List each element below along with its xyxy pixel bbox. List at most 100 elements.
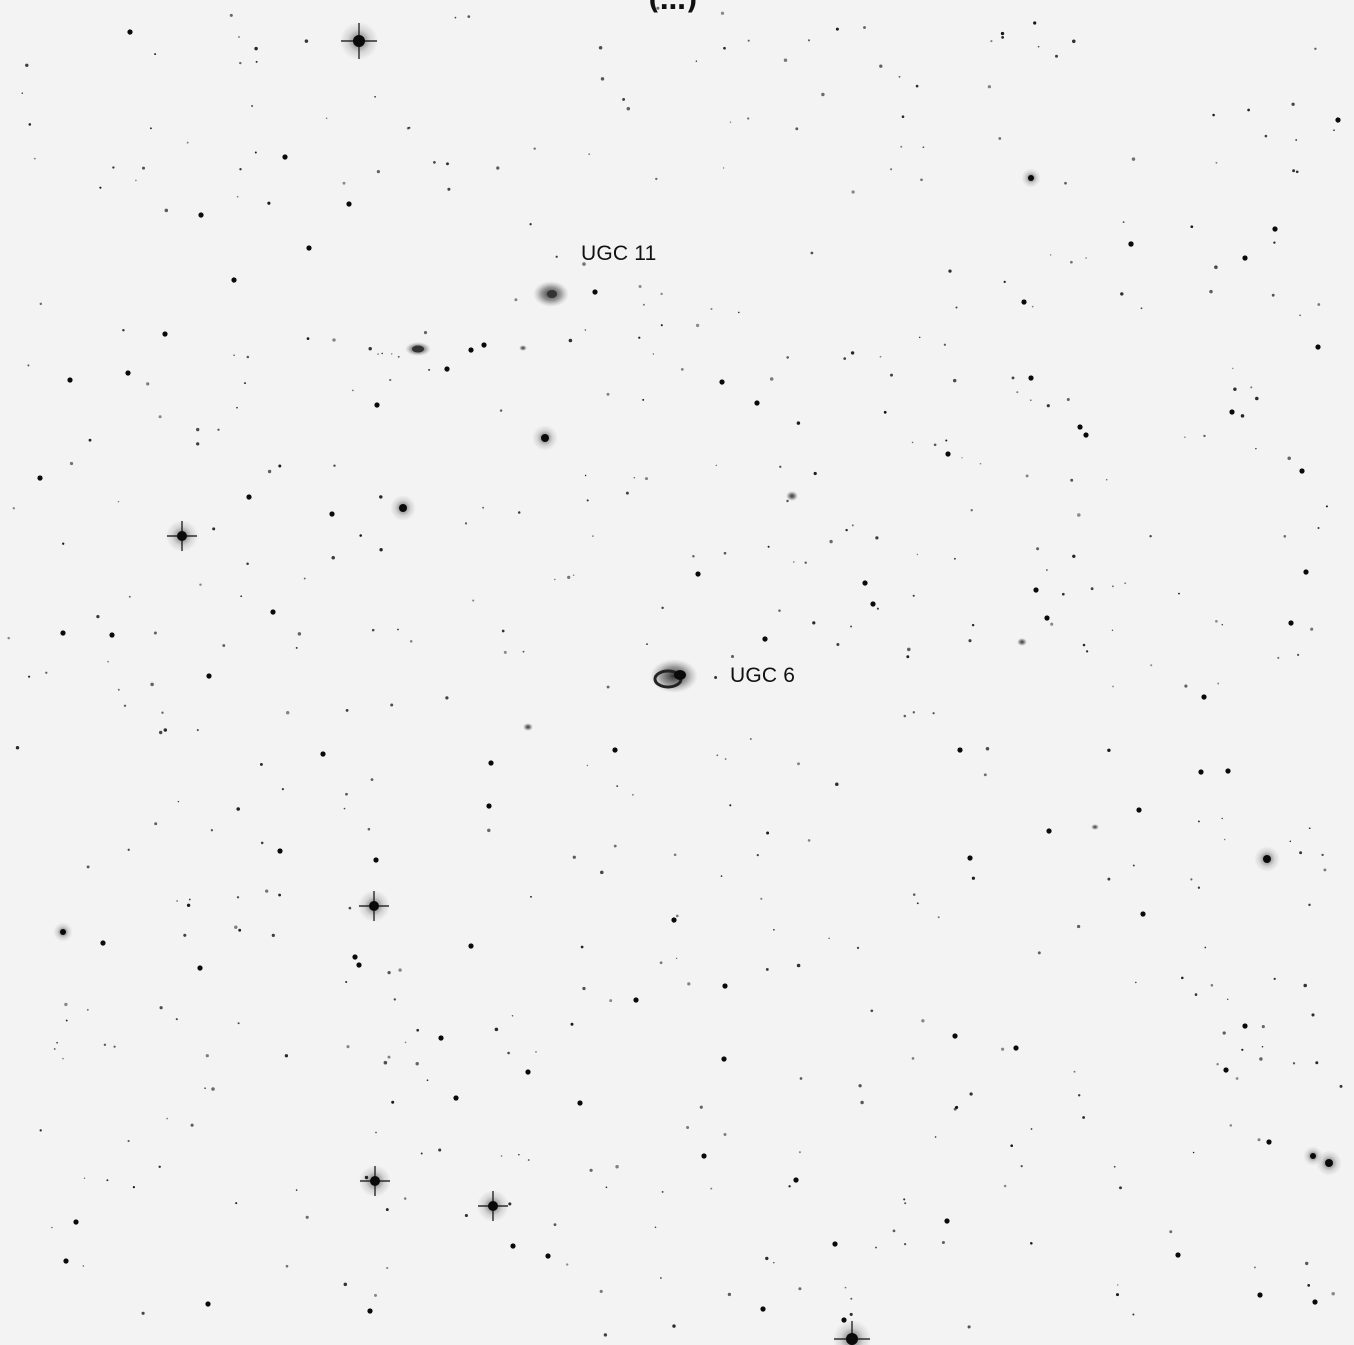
star bbox=[100, 940, 106, 946]
faint-star bbox=[175, 1018, 178, 1021]
faint-star bbox=[729, 121, 732, 123]
star bbox=[832, 1241, 838, 1247]
faint-star bbox=[128, 595, 131, 598]
star bbox=[346, 201, 352, 207]
faint-star bbox=[1085, 257, 1087, 259]
faint-star bbox=[1197, 886, 1201, 889]
faint-star bbox=[7, 636, 10, 640]
faint-star bbox=[1273, 977, 1276, 980]
faint-star bbox=[860, 1100, 864, 1105]
faint-star bbox=[1077, 513, 1081, 517]
faint-star bbox=[508, 1202, 512, 1206]
faint-star bbox=[53, 1048, 56, 1050]
faint-star bbox=[1031, 305, 1034, 308]
faint-star bbox=[229, 13, 233, 17]
faint-star bbox=[265, 889, 269, 893]
faint-star bbox=[875, 1246, 877, 1249]
faint-star bbox=[123, 704, 127, 707]
faint-star bbox=[12, 507, 15, 510]
faint-star bbox=[397, 355, 400, 358]
faint-star bbox=[113, 1045, 116, 1048]
faint-star bbox=[166, 1117, 168, 1120]
faint-star bbox=[303, 577, 306, 580]
faint-star bbox=[1037, 45, 1040, 48]
faint-star bbox=[616, 785, 619, 788]
faint-star bbox=[438, 1148, 442, 1152]
faint-star bbox=[843, 357, 847, 360]
faint-star bbox=[1082, 1116, 1085, 1119]
faint-star bbox=[863, 26, 866, 29]
faint-star bbox=[1025, 474, 1029, 478]
faint-star bbox=[1250, 386, 1253, 389]
faint-star bbox=[503, 650, 507, 654]
faint-star bbox=[793, 561, 795, 563]
faint-star bbox=[1029, 399, 1032, 402]
bright-star bbox=[488, 1201, 498, 1211]
faint-star bbox=[609, 999, 613, 1003]
faint-star bbox=[773, 1261, 775, 1264]
faint-star bbox=[756, 853, 759, 857]
faint-star bbox=[107, 661, 109, 663]
faint-star-group bbox=[7, 6, 1343, 1337]
faint-star bbox=[1232, 367, 1234, 370]
star bbox=[545, 1253, 551, 1259]
faint-star bbox=[158, 415, 162, 419]
faint-star bbox=[267, 469, 272, 474]
faint-star bbox=[62, 542, 65, 545]
faint-star bbox=[1135, 981, 1137, 984]
faint-star bbox=[332, 338, 336, 342]
faint-star bbox=[613, 844, 617, 848]
star bbox=[967, 855, 973, 861]
faint-star bbox=[1055, 54, 1058, 58]
star bbox=[1335, 117, 1341, 123]
bright-star bbox=[353, 35, 365, 47]
star bbox=[206, 673, 212, 679]
galaxy-ugc11 bbox=[533, 281, 569, 307]
faint-star bbox=[979, 462, 982, 465]
faint-star bbox=[238, 928, 242, 932]
faint-star bbox=[582, 262, 586, 266]
faint-star bbox=[567, 575, 571, 580]
faint-star bbox=[1181, 976, 1184, 980]
faint-star bbox=[370, 778, 374, 781]
bright-star bbox=[846, 1333, 858, 1345]
star bbox=[1033, 587, 1039, 593]
faint-star bbox=[345, 980, 348, 984]
faint-star bbox=[499, 409, 503, 412]
star bbox=[1013, 1045, 1019, 1051]
faint-star bbox=[625, 491, 629, 495]
faint-star bbox=[870, 1009, 874, 1013]
faint-star bbox=[260, 841, 264, 845]
faint-star bbox=[255, 60, 258, 63]
faint-star bbox=[236, 807, 240, 811]
faint-star bbox=[1178, 592, 1180, 595]
faint-star bbox=[971, 623, 975, 627]
faint-star bbox=[21, 92, 24, 94]
faint-star bbox=[660, 324, 663, 327]
star bbox=[762, 636, 768, 642]
faint-star bbox=[1046, 569, 1048, 571]
faint-star bbox=[916, 553, 919, 556]
bright-star bbox=[399, 504, 407, 512]
faint-star bbox=[196, 427, 200, 432]
faint-star bbox=[141, 166, 146, 170]
faint-star bbox=[1299, 314, 1301, 317]
faint-star bbox=[385, 1208, 389, 1212]
faint-star bbox=[367, 827, 371, 831]
faint-star bbox=[1241, 1048, 1244, 1051]
faint-star bbox=[810, 251, 814, 255]
faint-star bbox=[150, 682, 154, 687]
faint-star bbox=[911, 1057, 915, 1060]
faint-star bbox=[96, 614, 100, 619]
faint-star bbox=[306, 337, 310, 340]
faint-star bbox=[659, 1277, 662, 1279]
clipped-title-fragment: (…) bbox=[648, 0, 698, 16]
star bbox=[438, 1035, 444, 1041]
faint-star bbox=[415, 1062, 419, 1066]
faint-star bbox=[39, 302, 43, 306]
faint-star bbox=[1117, 1284, 1119, 1286]
faint-star bbox=[304, 39, 309, 43]
faint-star bbox=[239, 168, 242, 171]
